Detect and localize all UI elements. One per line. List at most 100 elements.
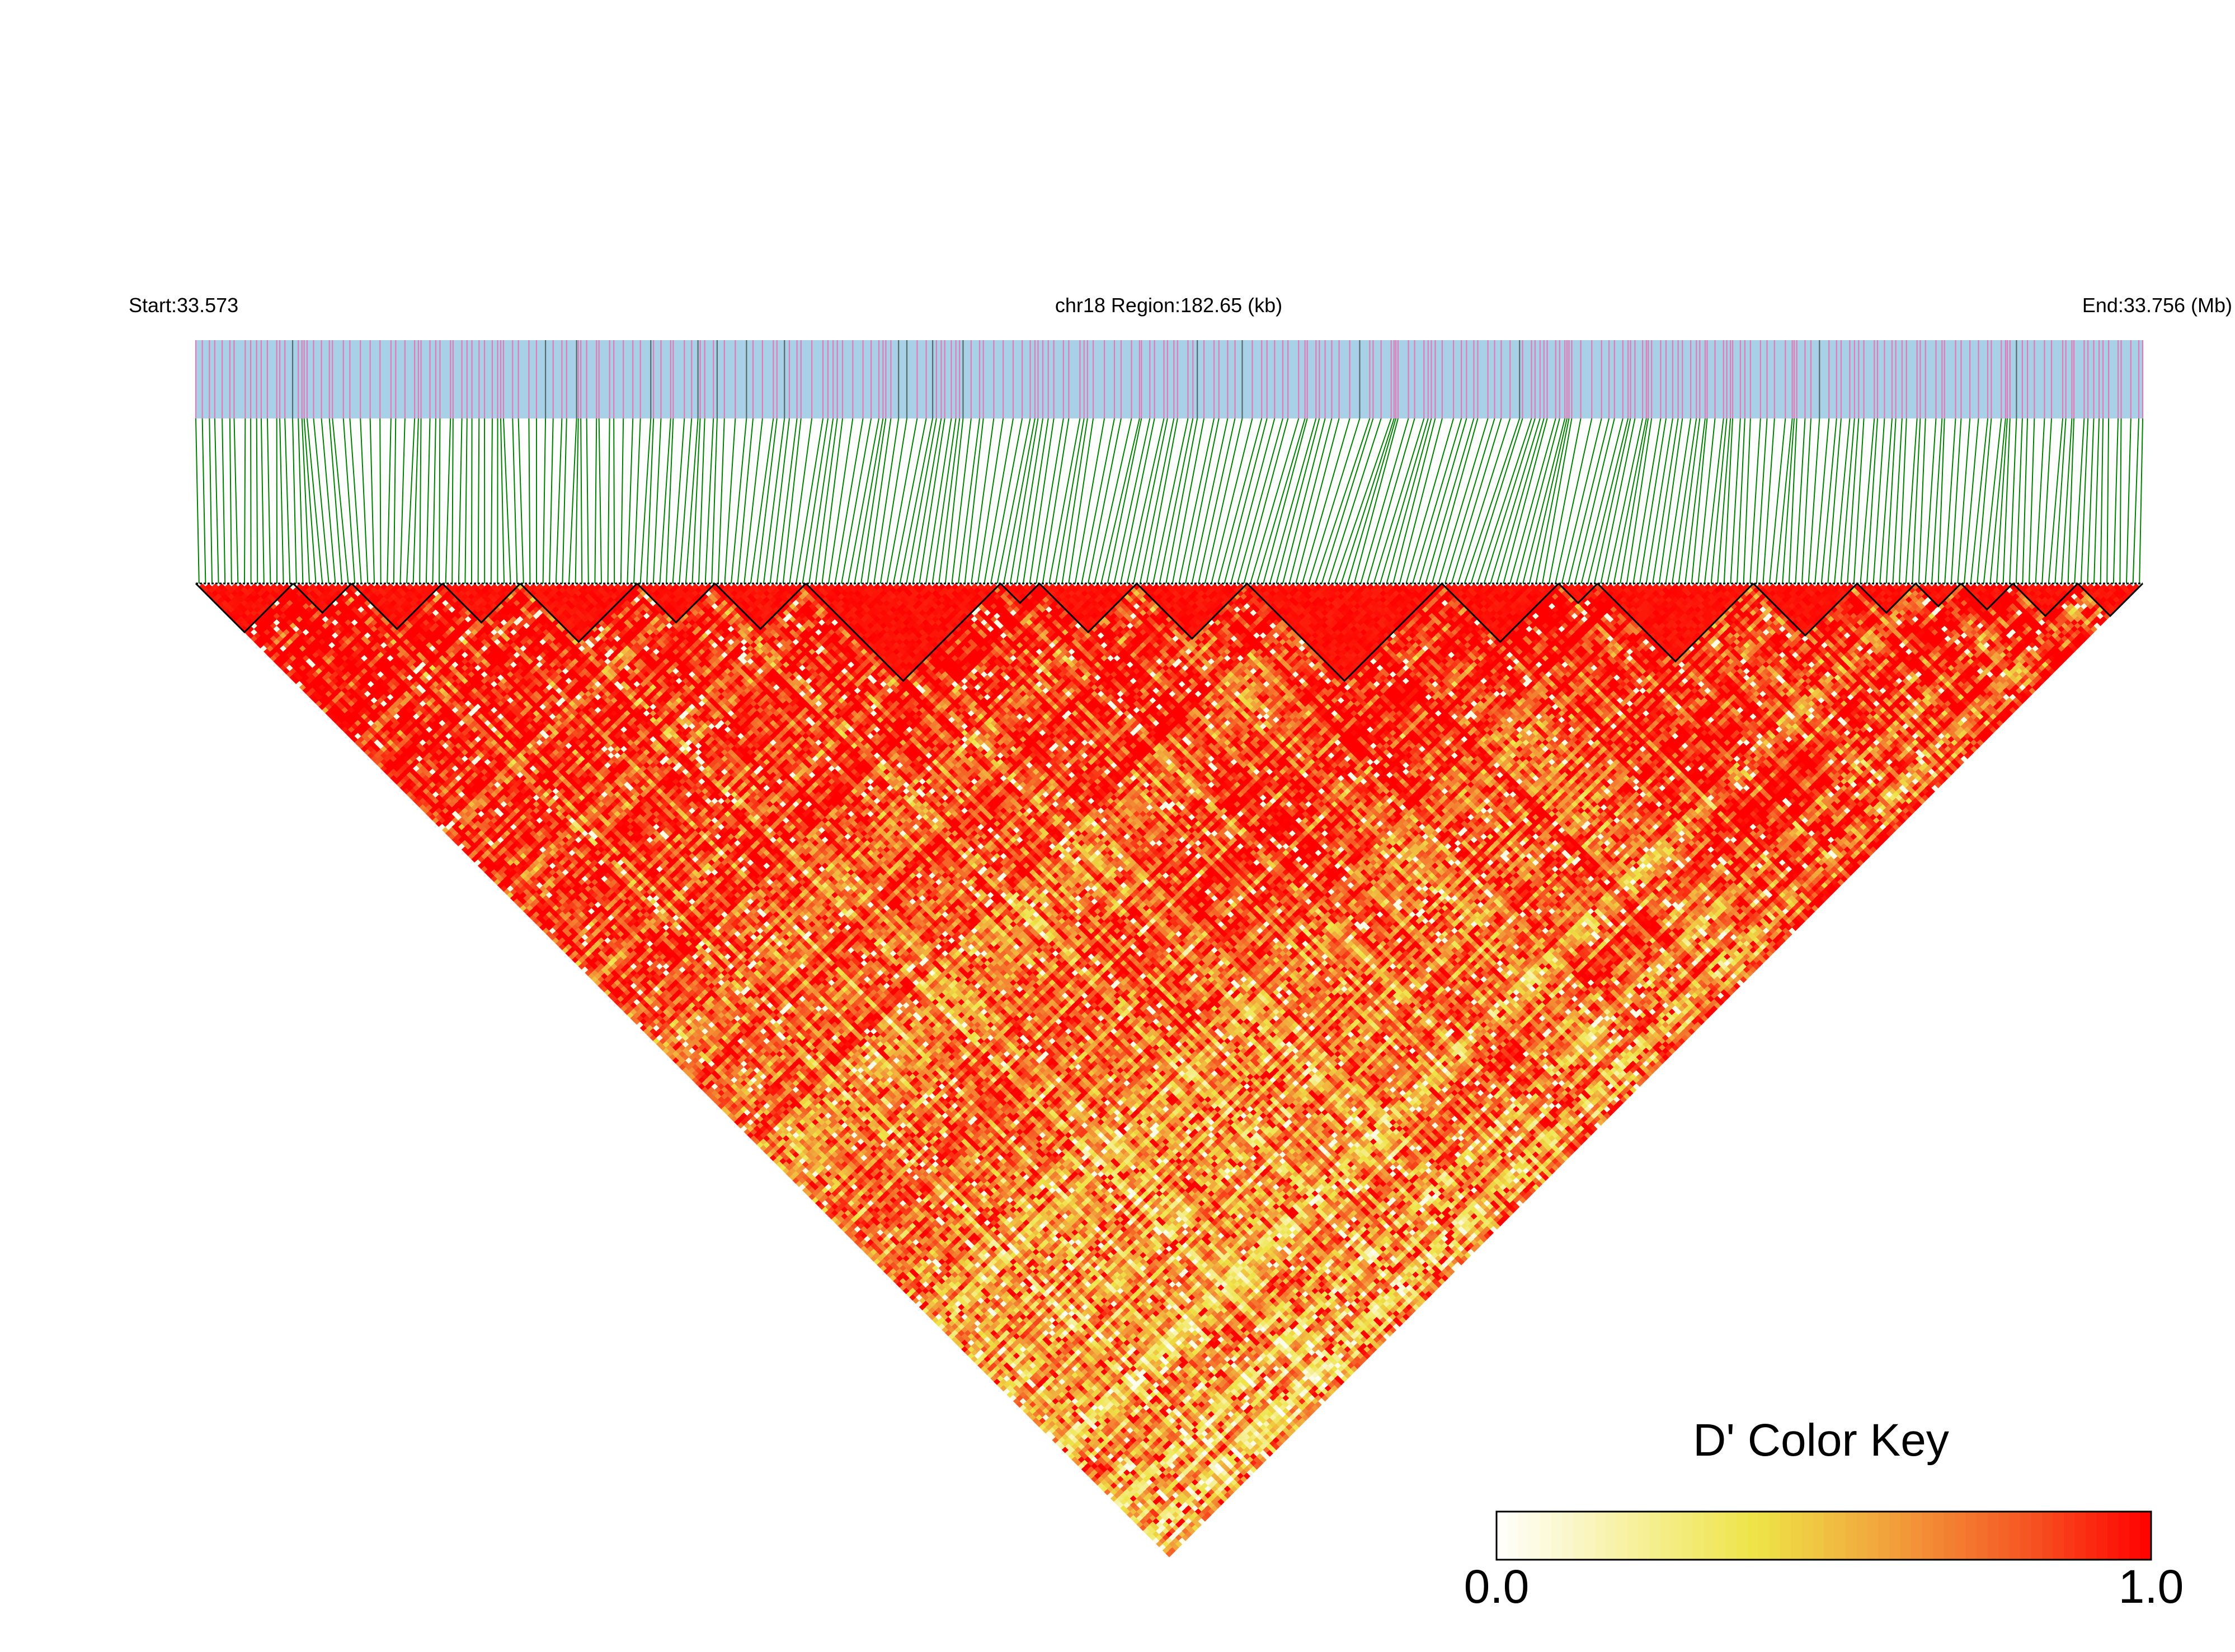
snp-connector-line (2101, 418, 2103, 583)
snp-connector-line (1393, 418, 1435, 583)
snp-connector-line (2126, 418, 2131, 583)
snp-marker-track (196, 340, 2143, 418)
snp-connector-line (1874, 418, 1885, 583)
snp-connector-line (1231, 418, 1274, 583)
snp-connector-line (718, 418, 724, 583)
marker-track-background (196, 340, 2143, 418)
snp-connector-line (1335, 418, 1391, 583)
snp-connector-line (1309, 418, 1359, 583)
snp-connector-line (1296, 418, 1339, 583)
ld-heatmap-triangle (199, 583, 2140, 1557)
snp-connector-line (556, 418, 562, 583)
snp-connector-line (1523, 418, 1565, 583)
snp-connector-line (344, 418, 355, 583)
snp-connector-line (587, 418, 589, 583)
snp-connector-line (751, 418, 773, 583)
snp-connector-line (426, 418, 430, 583)
snp-connector-line (1101, 418, 1140, 583)
snp-connector-line (1730, 418, 1740, 583)
snp-connector-line (1672, 418, 1696, 583)
snp-connector-lines (196, 418, 2143, 583)
snp-connector-line (459, 418, 462, 583)
snp-connector-line (1665, 418, 1691, 583)
snp-connector-line (666, 418, 673, 583)
snp-connector-line (1705, 418, 1724, 583)
snp-connector-line (1413, 418, 1461, 583)
snp-connector-line (1938, 418, 1945, 583)
snp-connector-line (478, 418, 479, 583)
snp-connector-line (1679, 418, 1700, 583)
snp-connector-line (465, 418, 467, 583)
snp-connector-line (2010, 418, 2016, 583)
snp-connector-line (2107, 418, 2109, 583)
snp-connector-line (350, 418, 361, 583)
snp-connector-line (1263, 418, 1307, 583)
snp-connector-line (1445, 418, 1495, 583)
snp-connector-line (634, 418, 641, 583)
snp-connector-line (679, 418, 691, 583)
snp-connector-line (203, 418, 206, 583)
snp-connector-line (848, 418, 879, 583)
snp-connector-line (1945, 418, 1955, 583)
snp-connector-line (504, 418, 511, 583)
snp-connector-line (2081, 418, 2088, 583)
snp-connector-line (280, 418, 284, 583)
snp-connector-line (1179, 418, 1214, 583)
snp-connector-line (1205, 418, 1243, 583)
snp-connector-line (738, 418, 753, 583)
snp-connector-line (512, 418, 517, 583)
snp-connector-line (1770, 418, 1785, 583)
snp-connector-line (599, 418, 601, 583)
snp-connector-line (653, 418, 661, 583)
snp-connector-line (939, 418, 959, 583)
snp-connector-line (1847, 418, 1858, 583)
snp-connector-line (1880, 418, 1892, 583)
snp-connector-line (529, 418, 530, 583)
snp-connector-line (1192, 418, 1228, 583)
snp-connector-line (1023, 418, 1048, 583)
snp-connector-line (1744, 418, 1751, 583)
snp-connector-line (1646, 418, 1673, 583)
snp-connector-line (2120, 418, 2121, 583)
snp-connector-line (841, 418, 871, 583)
snp-connector-line (1582, 418, 1623, 583)
snp-connector-line (1198, 418, 1235, 583)
snp-connector-line (2062, 418, 2072, 583)
snp-connector-line (621, 418, 623, 583)
snp-connector-line (991, 418, 1022, 583)
snp-connector-line (562, 418, 566, 583)
snp-connector-line (861, 418, 886, 583)
snp-connector-line (2114, 418, 2118, 583)
snp-connector-line (1081, 418, 1114, 583)
snp-connector-line (1290, 418, 1332, 583)
snp-connector-line (1185, 418, 1219, 583)
snp-connector-line (244, 418, 245, 583)
snp-connector-line (196, 418, 199, 583)
snp-connector-line (501, 418, 504, 583)
snp-connector-line (913, 418, 942, 583)
snp-connector-line (1250, 418, 1298, 583)
snp-connector-line (660, 418, 670, 583)
snp-connector-line (1906, 418, 1917, 583)
snp-connector-line (627, 418, 633, 583)
snp-connector-line (2087, 418, 2093, 583)
snp-connector-line (1322, 418, 1373, 583)
snp-connector-line (2094, 418, 2099, 583)
snp-connector-line (783, 418, 801, 583)
snp-connector-line (432, 418, 436, 583)
snp-connector-line (360, 418, 368, 583)
snp-connector-line (322, 418, 336, 583)
snp-connector-line (267, 418, 270, 583)
snp-connector-line (519, 418, 524, 583)
snp-connector-line (997, 418, 1031, 583)
snp-connector-line (370, 418, 374, 583)
snp-connector-line (1114, 418, 1150, 583)
snp-connector-line (261, 418, 264, 583)
snp-connector-line (234, 418, 238, 583)
snp-connector-line (1425, 418, 1474, 583)
snp-connector-line (1218, 418, 1262, 583)
snp-connector-line (491, 418, 492, 583)
snp-connector-line (1387, 418, 1432, 583)
snp-connector-line (933, 418, 956, 583)
